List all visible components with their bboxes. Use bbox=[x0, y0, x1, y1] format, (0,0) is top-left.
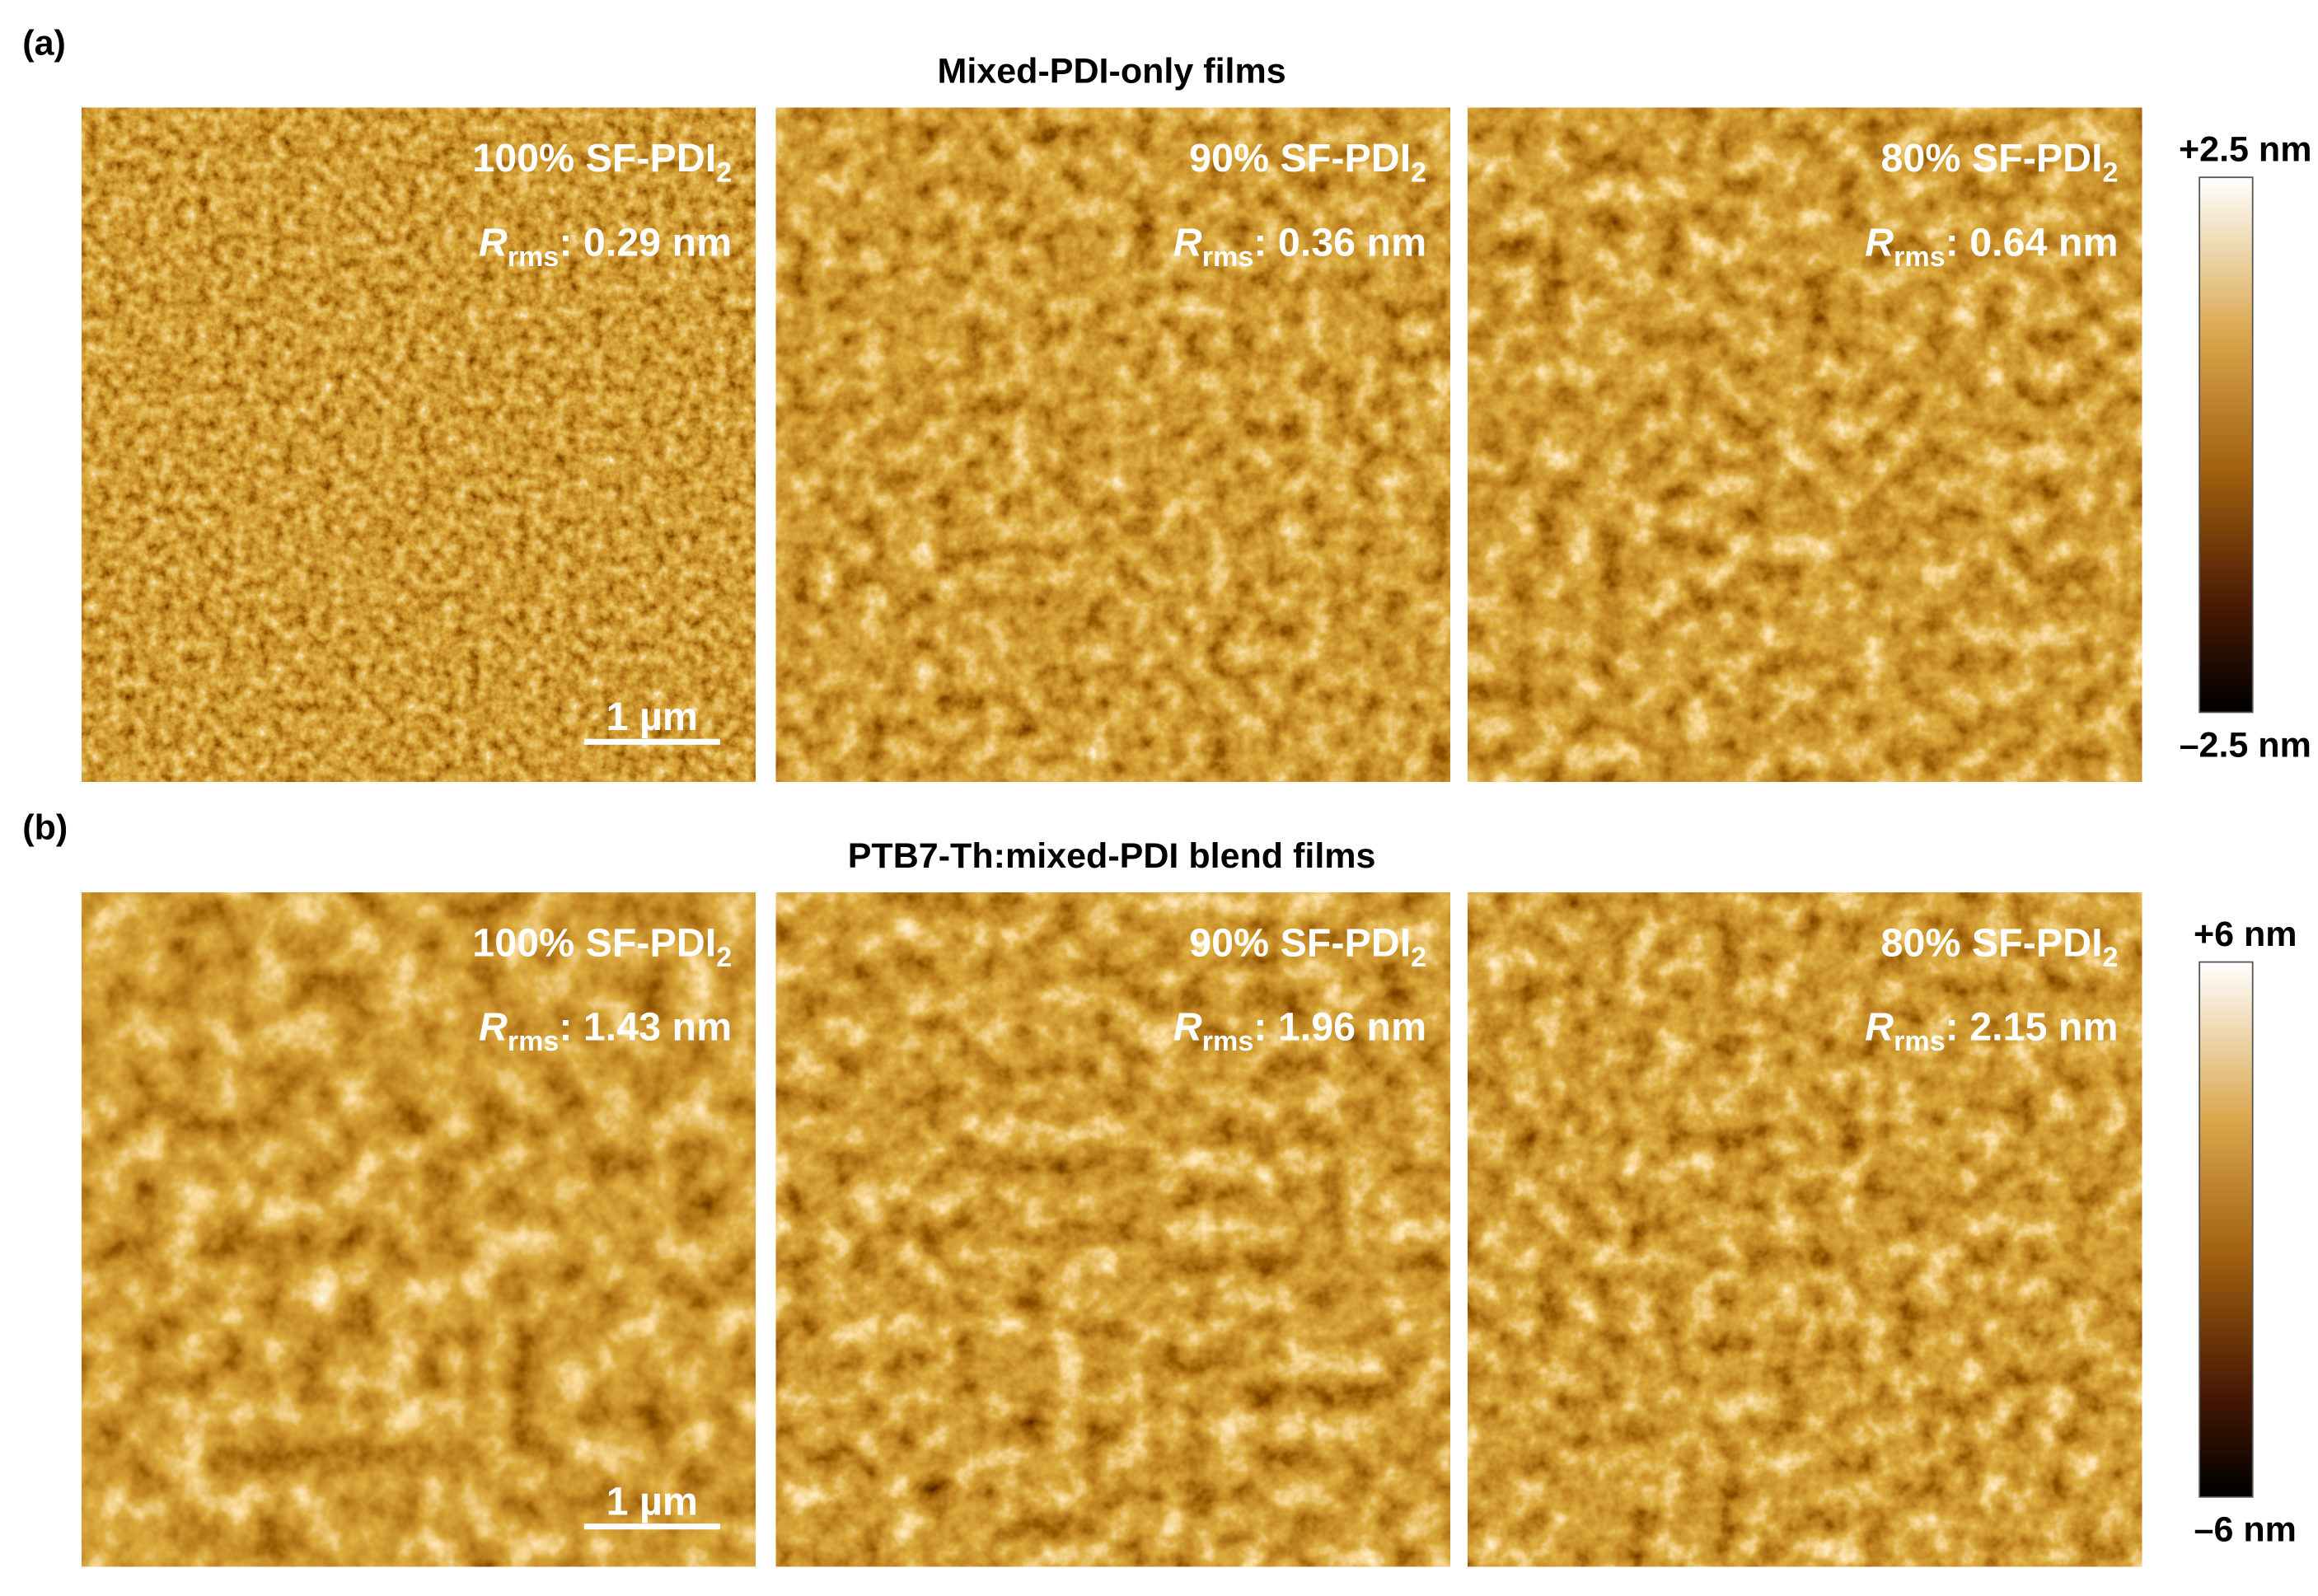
panel-label: (a) bbox=[22, 23, 66, 63]
composition-text: 80% SF-PDI bbox=[1881, 136, 2103, 180]
rms-value: : 1.43 nm bbox=[559, 1005, 732, 1050]
afm-image bbox=[775, 892, 1450, 1567]
rms-symbol: R bbox=[1865, 220, 1894, 264]
composition-subscript: 2 bbox=[716, 942, 732, 973]
rms-symbol: R bbox=[1865, 1005, 1894, 1050]
rms-subscript: rms bbox=[1894, 1026, 1946, 1057]
afm-image bbox=[82, 107, 756, 782]
afm-image bbox=[775, 107, 1450, 782]
rms-symbol: R bbox=[1173, 1005, 1202, 1050]
composition-label: 90% SF-PDI2 bbox=[1189, 136, 1426, 189]
rms-value: : 0.36 nm bbox=[1253, 220, 1426, 264]
composition-text: 80% SF-PDI bbox=[1881, 920, 2103, 965]
rms-label: Rrms: 2.15 nm bbox=[1865, 1005, 2118, 1058]
panel-title: PTB7-Th:mixed-PDI blend films bbox=[848, 836, 1376, 876]
composition-label: 80% SF-PDI2 bbox=[1881, 920, 2119, 973]
rms-subscript: rms bbox=[508, 241, 560, 273]
rms-value: : 0.64 nm bbox=[1946, 220, 2119, 264]
rms-label: Rrms: 0.64 nm bbox=[1865, 220, 2118, 273]
rms-label: Rrms: 1.43 nm bbox=[479, 1005, 732, 1058]
composition-label: 90% SF-PDI2 bbox=[1189, 920, 1426, 973]
scale-bar-label: 1 µm bbox=[606, 1479, 698, 1523]
colorbar-max: +6 nm bbox=[2194, 915, 2297, 954]
colorbar bbox=[2199, 961, 2254, 1498]
colorbar bbox=[2199, 176, 2254, 714]
composition-subscript: 2 bbox=[1411, 942, 1426, 973]
rms-label: Rrms: 0.29 nm bbox=[479, 220, 732, 273]
rms-value: : 0.29 nm bbox=[559, 220, 732, 264]
rms-value: : 2.15 nm bbox=[1946, 1005, 2119, 1050]
colorbar-min: –2.5 nm bbox=[2180, 725, 2311, 765]
panel-title: Mixed-PDI-only films bbox=[938, 51, 1286, 91]
rms-subscript: rms bbox=[1202, 241, 1254, 273]
composition-text: 90% SF-PDI bbox=[1189, 920, 1411, 965]
afm-image bbox=[82, 892, 756, 1567]
rms-label: Rrms: 0.36 nm bbox=[1173, 220, 1426, 273]
rms-subscript: rms bbox=[508, 1026, 560, 1057]
rms-value: : 1.96 nm bbox=[1253, 1005, 1426, 1050]
composition-subscript: 2 bbox=[1411, 157, 1426, 189]
composition-text: 100% SF-PDI bbox=[472, 136, 716, 180]
composition-label: 100% SF-PDI2 bbox=[472, 920, 732, 973]
composition-subscript: 2 bbox=[716, 157, 732, 189]
composition-label: 100% SF-PDI2 bbox=[472, 136, 732, 189]
composition-label: 80% SF-PDI2 bbox=[1881, 136, 2119, 189]
panel-label: (b) bbox=[22, 808, 68, 848]
composition-text: 90% SF-PDI bbox=[1189, 136, 1411, 180]
composition-subscript: 2 bbox=[2103, 157, 2119, 189]
rms-subscript: rms bbox=[1894, 241, 1946, 273]
rms-subscript: rms bbox=[1202, 1026, 1254, 1057]
composition-subscript: 2 bbox=[2103, 942, 2119, 973]
rms-symbol: R bbox=[479, 1005, 508, 1050]
rms-symbol: R bbox=[479, 220, 508, 264]
colorbar-max: +2.5 nm bbox=[2179, 129, 2311, 169]
afm-image bbox=[1468, 892, 2142, 1567]
composition-text: 100% SF-PDI bbox=[472, 920, 716, 965]
colorbar-min: –6 nm bbox=[2194, 1510, 2297, 1550]
rms-symbol: R bbox=[1173, 220, 1202, 264]
afm-image bbox=[1468, 107, 2142, 782]
rms-label: Rrms: 1.96 nm bbox=[1173, 1005, 1426, 1058]
scale-bar-label: 1 µm bbox=[606, 695, 698, 739]
